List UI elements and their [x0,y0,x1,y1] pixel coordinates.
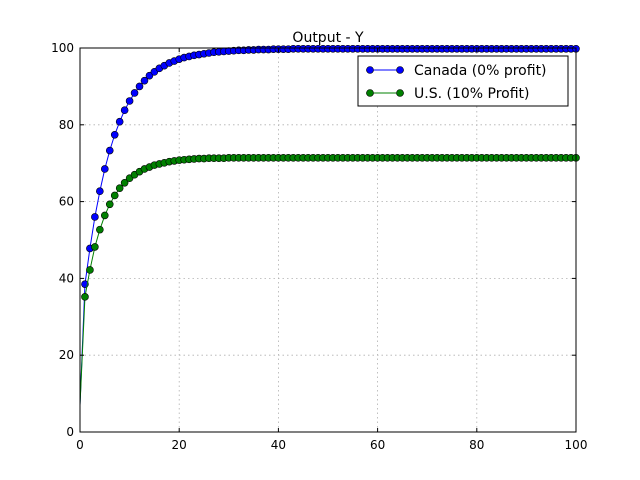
data-point-us [105,200,114,209]
data-point-canada [96,187,104,196]
legend-marker-us [366,89,374,97]
data-point-us [86,266,94,274]
axis-ticks: 0 20 40 60 80 100 0 20 40 60 80 100 [51,41,587,452]
legend-marker-canada [366,66,374,74]
data-point-canada [115,117,124,126]
legend-box [357,55,569,107]
plot-area-frame [79,47,577,433]
data-point-canada [91,213,99,221]
data-point-us [91,243,99,251]
data-point-canada [120,106,129,115]
data-point-canada [110,130,119,139]
y-tick-label: 100 [51,41,74,55]
data-point-us [81,293,89,301]
legend: Canada (0% profit) U.S. (10% Profit) [357,55,569,107]
y-tick-label: 0 [66,425,74,439]
data-point-us [110,191,119,200]
x-tick-label: 20 [172,438,187,452]
y-tick-label: 20 [59,348,74,362]
series-layer [79,44,580,406]
data-point-canada [125,97,134,105]
legend-marker-canada [396,66,404,74]
x-tick-label: 0 [76,438,84,452]
legend-label-us: U.S. (10% Profit) [414,86,530,102]
x-tick-label: 100 [565,438,588,452]
data-point-canada [140,76,149,85]
x-tick-label: 80 [469,438,484,452]
data-point-canada [130,89,139,97]
data-point-us [115,184,124,192]
data-point-canada [145,71,154,80]
legend-marker-us [396,89,404,97]
y-tick-label: 40 [59,271,74,285]
legend-label-canada: Canada (0% profit) [414,63,547,79]
data-point-canada [105,146,114,155]
data-point-canada [135,82,144,91]
series-us [79,154,580,406]
data-point-us [120,178,129,187]
x-tick-label: 40 [271,438,286,452]
data-point-us [96,225,104,234]
data-point-canada [101,165,109,173]
data-point-us [101,211,109,220]
x-tick-label: 60 [370,438,385,452]
y-tick-label: 80 [59,118,74,132]
y-tick-label: 60 [59,195,74,209]
chart-title: Output - Y [292,30,364,46]
series-canada [79,44,580,406]
